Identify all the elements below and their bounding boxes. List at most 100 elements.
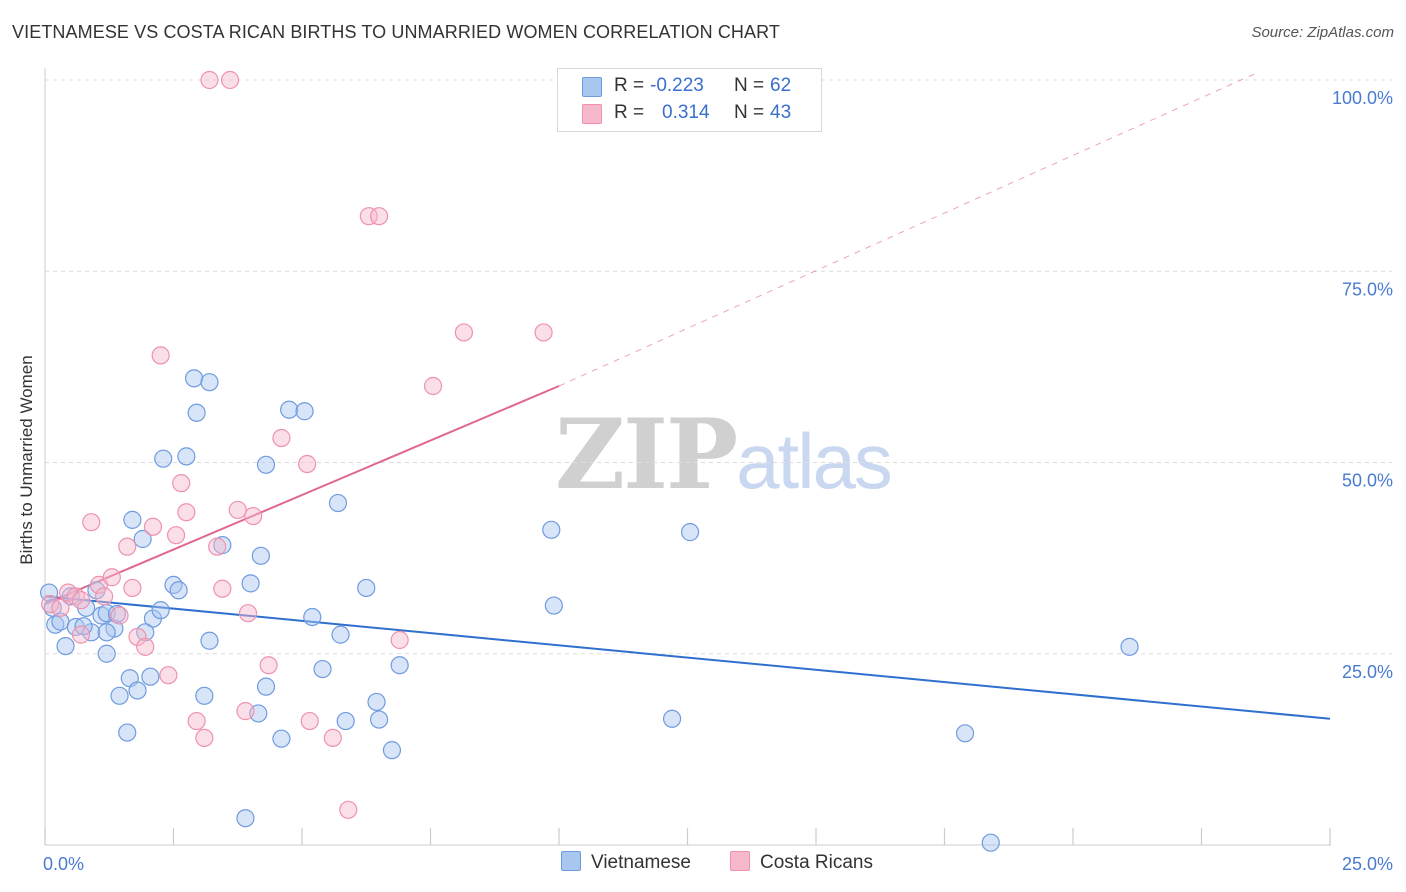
legend-r-value: -0.223 (650, 75, 704, 96)
vietnamese-point (200, 631, 219, 650)
y-tick-label: 50.0% (1342, 471, 1393, 491)
vietnamese-trend-line (44, 595, 1331, 720)
costa-trend-line (44, 385, 560, 605)
costa-point (123, 578, 142, 598)
costa-point (213, 579, 232, 598)
vietnamese-point (256, 455, 276, 474)
grid-layer (45, 79, 1392, 655)
legend-n-label: N = (734, 75, 765, 96)
costa-legend-swatch (730, 851, 750, 871)
costa-swatch (582, 104, 602, 124)
x-tick-label: 0.0% (43, 854, 84, 874)
costa-point (244, 506, 263, 526)
vietnamese-point (295, 402, 314, 421)
vietnamese-point (123, 510, 142, 529)
vietnamese-swatch (582, 77, 602, 97)
vietnamese-point (542, 520, 561, 539)
costa-point (51, 598, 70, 617)
vietnamese-point (313, 659, 332, 679)
costa-point (238, 604, 258, 623)
vietnamese-point (544, 596, 563, 615)
costa-point (143, 517, 163, 536)
costa-point (454, 323, 474, 342)
vietnamese-point (328, 493, 348, 513)
costa-point (228, 500, 247, 520)
legend-n-value: 43 (770, 102, 792, 123)
legend-r-label: R = (614, 75, 645, 96)
vietnamese-point (336, 711, 355, 731)
vietnamese-point (241, 574, 260, 593)
costa-point (534, 323, 553, 342)
tick-layer: 25.0% 50.0% 75.0% 100.0% 0.0% 25.0% (43, 88, 1393, 874)
costa-point (259, 656, 278, 675)
watermark-atlas: atlas (736, 417, 893, 505)
source-label: Source: ZipAtlas.com (1251, 24, 1394, 41)
x-tick-label: 25.0% (1342, 854, 1393, 874)
vietnamese-point (236, 809, 255, 828)
vietnamese-point (154, 449, 173, 468)
y-axis-label: Births to Unmarried Women (17, 355, 36, 565)
costa-point (166, 526, 186, 545)
vietnamese-point (56, 636, 75, 656)
chart-title: VIETNAMESE VS COSTA RICAN BIRTHS TO UNMA… (12, 22, 780, 42)
vietnamese-point (331, 625, 350, 644)
costa-legend-label: Costa Ricans (760, 852, 873, 873)
costa-point (71, 591, 91, 610)
costa-point (272, 428, 291, 448)
vietnamese-point (662, 709, 682, 728)
legend-n-label: N = (734, 102, 765, 123)
costa-point (128, 627, 147, 647)
costa-point (370, 207, 389, 226)
costa-point (159, 666, 178, 685)
costa-point (151, 346, 170, 365)
vietnamese-point (151, 601, 170, 620)
costa-point (423, 376, 443, 396)
y-tick-label: 100.0% (1332, 88, 1393, 108)
vietnamese-point (169, 581, 188, 600)
vietnamese-point (128, 681, 147, 700)
costa-point (41, 594, 60, 614)
vietnamese-point (251, 546, 270, 565)
vietnamese-point (177, 447, 196, 466)
points-layer (40, 70, 1139, 852)
vietnamese-point (382, 741, 402, 760)
costa-point (195, 728, 214, 748)
vietnamese-point (46, 615, 65, 634)
vietnamese-point (110, 686, 129, 705)
legend-r-value: 0.314 (662, 102, 710, 123)
costa-point (95, 587, 114, 606)
costa-point (82, 513, 101, 532)
vietnamese-point (164, 575, 183, 595)
vietnamese-point (184, 369, 204, 388)
legend-item-vietnamese: Vietnamese (561, 851, 691, 874)
watermark-zip: ZIP (555, 398, 738, 511)
legend-r-label: R = (614, 102, 645, 123)
legend-n-value: 62 (770, 75, 792, 96)
vietnamese-point (256, 677, 276, 696)
costa-point (200, 70, 219, 90)
y-tick-label: 75.0% (1342, 279, 1393, 299)
y-tick-label: 25.0% (1342, 662, 1393, 682)
costa-point (118, 537, 137, 556)
costa-point (298, 454, 317, 474)
vietnamese-point (303, 607, 322, 627)
legend-item-costa-ricans: Costa Ricans (730, 851, 873, 874)
vietnamese-point (97, 644, 116, 663)
axis-layer (44, 68, 1331, 846)
costa-point (359, 207, 378, 226)
costa-point (102, 568, 121, 587)
costa-point (172, 474, 191, 493)
vietnamese-point (187, 403, 206, 422)
costa-point (300, 711, 319, 731)
costa-point (236, 702, 255, 721)
costa-point (177, 503, 196, 522)
vietnamese-point (195, 686, 214, 705)
costa-point (339, 800, 358, 819)
vietnamese-point (367, 692, 386, 712)
vietnamese-point (97, 623, 116, 642)
costa-point (390, 630, 409, 650)
vietnamese-legend-swatch (561, 851, 581, 871)
vietnamese-legend-label: Vietnamese (591, 852, 691, 873)
vietnamese-point (280, 400, 299, 419)
